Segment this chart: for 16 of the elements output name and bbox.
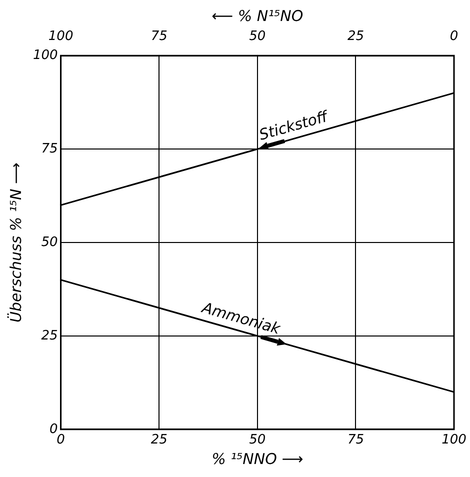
x-axis-title: % ¹⁵NNO ⟶ — [212, 450, 304, 468]
x-tick-label: 25 — [150, 432, 168, 448]
y-tick-label: 50 — [41, 234, 58, 250]
x-tick-label: 75 — [347, 432, 364, 448]
y-axis-title: Überschuss % ¹⁵N ⟶ — [6, 162, 25, 322]
x-tick-label: 50 — [249, 432, 266, 448]
x-tick-label: 100 — [442, 432, 466, 448]
x2-tick-label: 75 — [150, 29, 168, 44]
y-tick-label: 25 — [41, 328, 58, 344]
y-tick-label: 75 — [41, 141, 58, 156]
x2-tick-label: 25 — [347, 29, 364, 44]
y-tick-label: 100 — [32, 48, 58, 63]
y-tick-label: 0 — [50, 422, 58, 437]
x2-tick-label: 0 — [450, 29, 458, 44]
x2-axis-title: ⟵ % N¹⁵NO — [212, 6, 304, 25]
x2-tick-label: 50 — [249, 29, 266, 44]
